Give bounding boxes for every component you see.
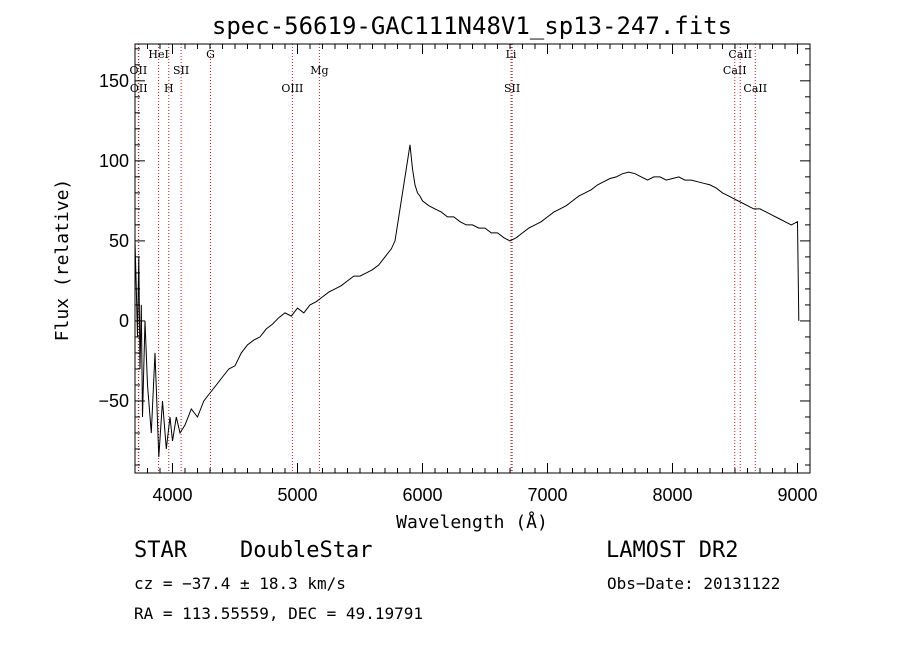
line-label: SII [504, 82, 520, 95]
line-label: SII [173, 64, 189, 77]
y-axis-label: Flux (relative) [52, 179, 73, 342]
coordinates-readout: RA = 113.55559, DEC = 49.19791 [134, 604, 423, 623]
chart-title: spec-56619-GAC111N48V1_sp13-247.fits [212, 12, 732, 40]
spectrum-line [134, 144, 800, 458]
line-label: H [164, 82, 174, 95]
redshift-readout: cz = −37.4 ± 18.3 km/s [134, 574, 346, 593]
x-tick-label: 9000 [777, 485, 817, 505]
observation-date: Obs−Date: 20131122 [607, 574, 781, 593]
y-tick-label: −50 [98, 391, 129, 411]
x-axis: 4000 5000 6000 7000 8000 9000 [134, 44, 818, 505]
x-tick-label: 6000 [402, 485, 442, 505]
line-label: CaII [743, 82, 767, 95]
plot-frame [134, 43, 811, 474]
y-tick-label: 150 [99, 71, 129, 91]
x-tick-label: 8000 [652, 485, 692, 505]
spectrum-plot: spec-56619-GAC111N48V1_sp13-247.fits OII… [52, 12, 818, 533]
line-label: Mg [310, 64, 328, 77]
line-label: G [206, 48, 215, 61]
y-axis: −50 0 50 100 150 [98, 48, 810, 466]
x-tick-label: 5000 [277, 485, 317, 505]
y-tick-label: 0 [119, 311, 129, 331]
line-label: HeI [148, 48, 168, 61]
line-label: OII [130, 82, 148, 95]
line-label: Li [506, 48, 517, 61]
x-tick-label: 7000 [527, 485, 567, 505]
y-tick-label: 50 [109, 231, 129, 251]
line-label: CaII [723, 64, 747, 77]
line-label: CaII [728, 48, 752, 61]
x-axis-label: Wavelength (Å) [396, 511, 548, 533]
object-class: STAR [134, 538, 187, 563]
y-tick-label: 100 [99, 151, 129, 171]
object-subclass: DoubleStar [240, 538, 373, 563]
line-label: OIII [281, 82, 303, 95]
survey-name: LAMOST DR2 [606, 538, 739, 563]
line-label: OII [130, 64, 148, 77]
x-tick-label: 4000 [152, 485, 192, 505]
